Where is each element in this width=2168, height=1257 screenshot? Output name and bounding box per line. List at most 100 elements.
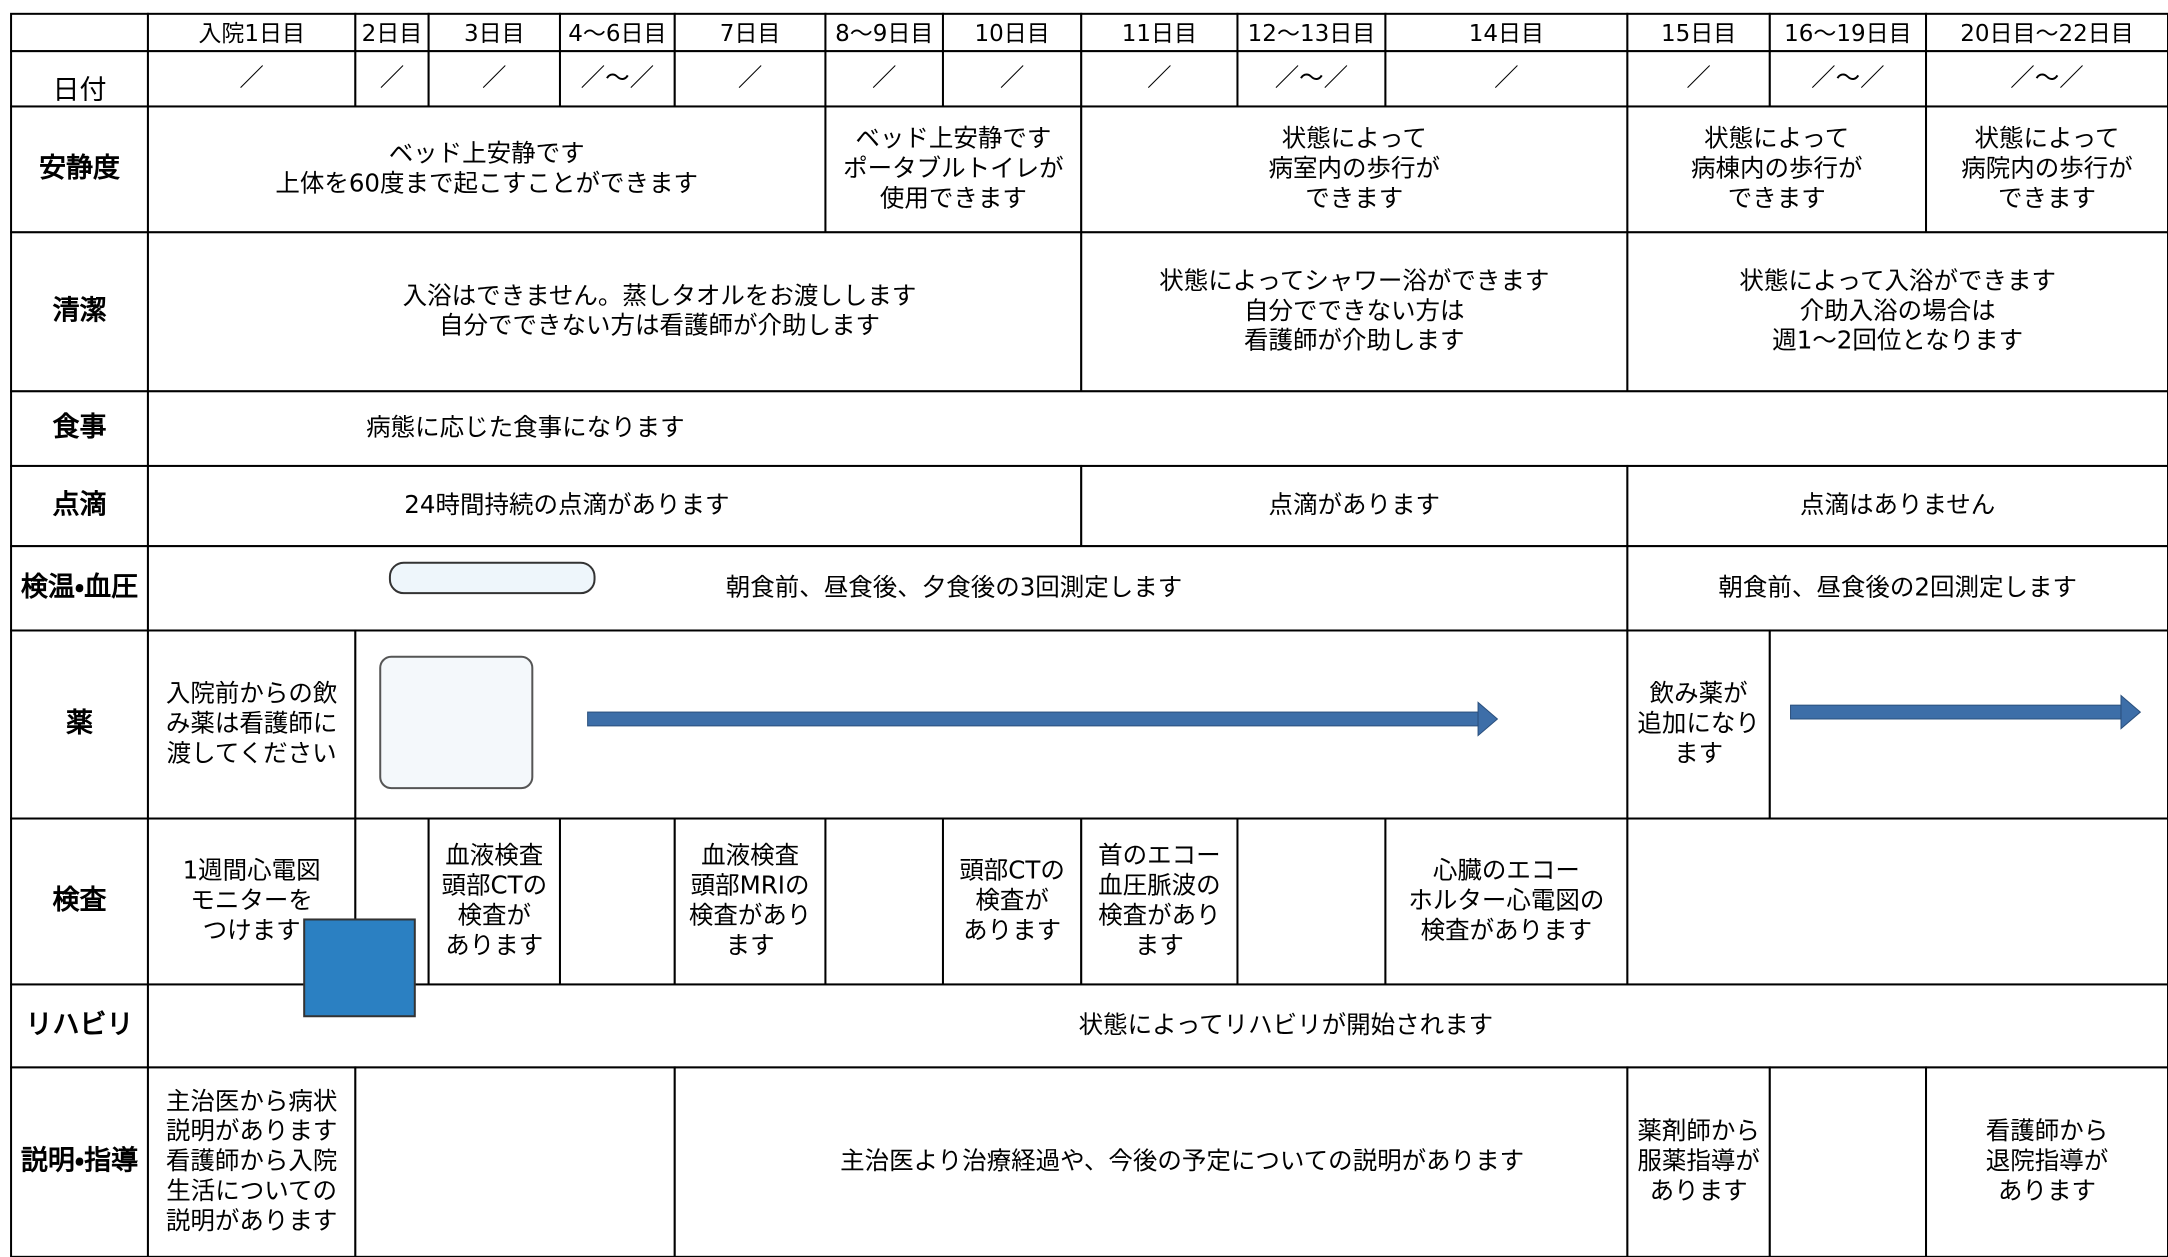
cell-text: 病態に応じた食事になります — [366, 413, 685, 442]
cell-text: 血液検査 — [445, 841, 543, 870]
cell-text: ／ — [872, 63, 897, 92]
cell-text: ／〜／ — [581, 63, 655, 92]
cell-text: 状態によって入浴ができます — [1739, 266, 2056, 295]
cell — [146, 1066, 357, 1257]
cell-text: 頭部MRIの — [691, 871, 810, 900]
cell — [824, 50, 944, 108]
row-label: 安静度 — [39, 153, 120, 184]
cell-text: 検査が — [458, 900, 532, 929]
cell-text: つけます — [203, 915, 301, 944]
cell-text: 服薬指導が — [1637, 1146, 1760, 1175]
day-label: 7日目 — [720, 21, 781, 47]
header-cell — [824, 12, 944, 53]
cell — [941, 50, 1083, 108]
ecg-monitor-icon — [303, 918, 416, 1018]
cell-text: 状態によって — [1974, 123, 2119, 152]
row-label-cell — [10, 105, 149, 234]
cell-text: 頭部CTの — [442, 871, 548, 900]
cell-text: できます — [1728, 183, 1826, 212]
cell — [427, 817, 561, 986]
day-label: 入院1日目 — [198, 21, 305, 47]
cell-text: ／ — [1494, 63, 1519, 92]
row-label: 説明・指導 — [21, 1145, 138, 1177]
day-label: 2日目 — [362, 21, 423, 47]
header-cell — [1768, 12, 1928, 53]
row-label: 薬 — [66, 708, 93, 739]
arrow — [1790, 694, 2142, 730]
row-label: 点滴 — [53, 490, 107, 521]
cell-text: 首のエコー — [1098, 841, 1221, 870]
cell-text: 看護師から — [1986, 1116, 2109, 1145]
cell-text: 飲み薬が — [1650, 679, 1748, 708]
cell — [146, 390, 2168, 467]
row-label: 食事 — [53, 412, 107, 443]
row-label: 日付 — [53, 75, 107, 106]
cell — [1626, 1066, 1771, 1257]
day-label: 4〜6日目 — [568, 21, 666, 47]
cell-text: 病棟内の歩行が — [1691, 153, 1863, 182]
cell-text: 上体を60度まで起こすことができます — [275, 168, 698, 197]
cell-text: ／ — [1000, 63, 1025, 92]
cell — [146, 50, 357, 108]
cell — [146, 231, 1083, 393]
arrow-shaft — [587, 711, 1479, 727]
cell-text: 血液検査 — [701, 841, 799, 870]
cell-text: できます — [1305, 183, 1403, 212]
cell — [354, 1066, 676, 1257]
day-label: 11日目 — [1122, 21, 1197, 47]
arrow — [587, 701, 1499, 737]
cell — [1236, 817, 1387, 986]
cell-text: ／ — [1686, 63, 1711, 92]
cell-text: 朝食前、昼食後の2回測定します — [1718, 572, 2077, 601]
cell — [941, 817, 1083, 986]
cell-text: ／ — [1147, 63, 1172, 92]
cell-text: 主治医より治療経過や、今後の予定についての説明があります — [840, 1146, 1524, 1175]
day-label: 16〜19日目 — [1784, 21, 1912, 47]
cell-text: 介助入浴の場合は — [1800, 296, 1996, 325]
cell-text: ポータブルトイレが — [843, 153, 1064, 182]
cell-text: 状態によってシャワー浴ができます — [1159, 266, 1549, 295]
cell — [146, 464, 1083, 548]
day-label: 14日目 — [1469, 21, 1544, 47]
cell-text: 血圧脈波の — [1098, 871, 1221, 900]
cell-text: 説明があります — [166, 1116, 338, 1145]
cell-text: あります — [1998, 1176, 2096, 1205]
cell-text: ベッド上安静です — [855, 123, 1051, 152]
cell-text: 状態によって — [1282, 123, 1427, 152]
cell-text: 状態によって — [1704, 123, 1849, 152]
cell — [673, 50, 827, 108]
cell — [1626, 817, 2168, 986]
cell-text: 病室内の歩行が — [1269, 153, 1441, 182]
row-label-cell — [10, 545, 149, 632]
cell — [1384, 817, 1629, 986]
arrow-head — [1477, 701, 1499, 737]
cell — [673, 817, 827, 986]
cell — [1768, 1066, 1928, 1257]
cell-text: 退院指導が — [1986, 1146, 2109, 1175]
cell — [558, 817, 676, 986]
cell-text: できます — [1998, 183, 2096, 212]
cell — [1626, 50, 1771, 108]
cell-text: 生活についての — [166, 1176, 337, 1205]
cell-text: 点滴はありません — [1800, 490, 1995, 519]
header-cell — [146, 12, 357, 53]
row-label: 検査 — [53, 885, 107, 916]
cell-text: 主治医から病状 — [166, 1086, 338, 1115]
arrow-shaft — [1790, 704, 2122, 720]
cell-text: ホルター心電図の — [1408, 885, 1604, 914]
row-label-cell — [10, 817, 149, 986]
cell — [146, 983, 2168, 1069]
cell-text: ます — [1674, 738, 1723, 767]
cell-text: み薬は看護師に — [166, 709, 338, 738]
cell — [1236, 50, 1387, 108]
cell-text: ／〜／ — [1275, 63, 1349, 92]
cell-text: 点滴があります — [1269, 490, 1441, 519]
cell — [1768, 629, 2168, 820]
cell — [146, 105, 827, 234]
cell-text: ／ — [738, 63, 763, 92]
cell-text: 看護師が介助します — [1244, 326, 1465, 355]
cell-text: ます — [726, 930, 775, 959]
header-cell — [1080, 12, 1239, 53]
cell-text: 自分でできない方は — [1244, 296, 1465, 325]
cell-text: 入院前からの飲 — [166, 679, 338, 708]
